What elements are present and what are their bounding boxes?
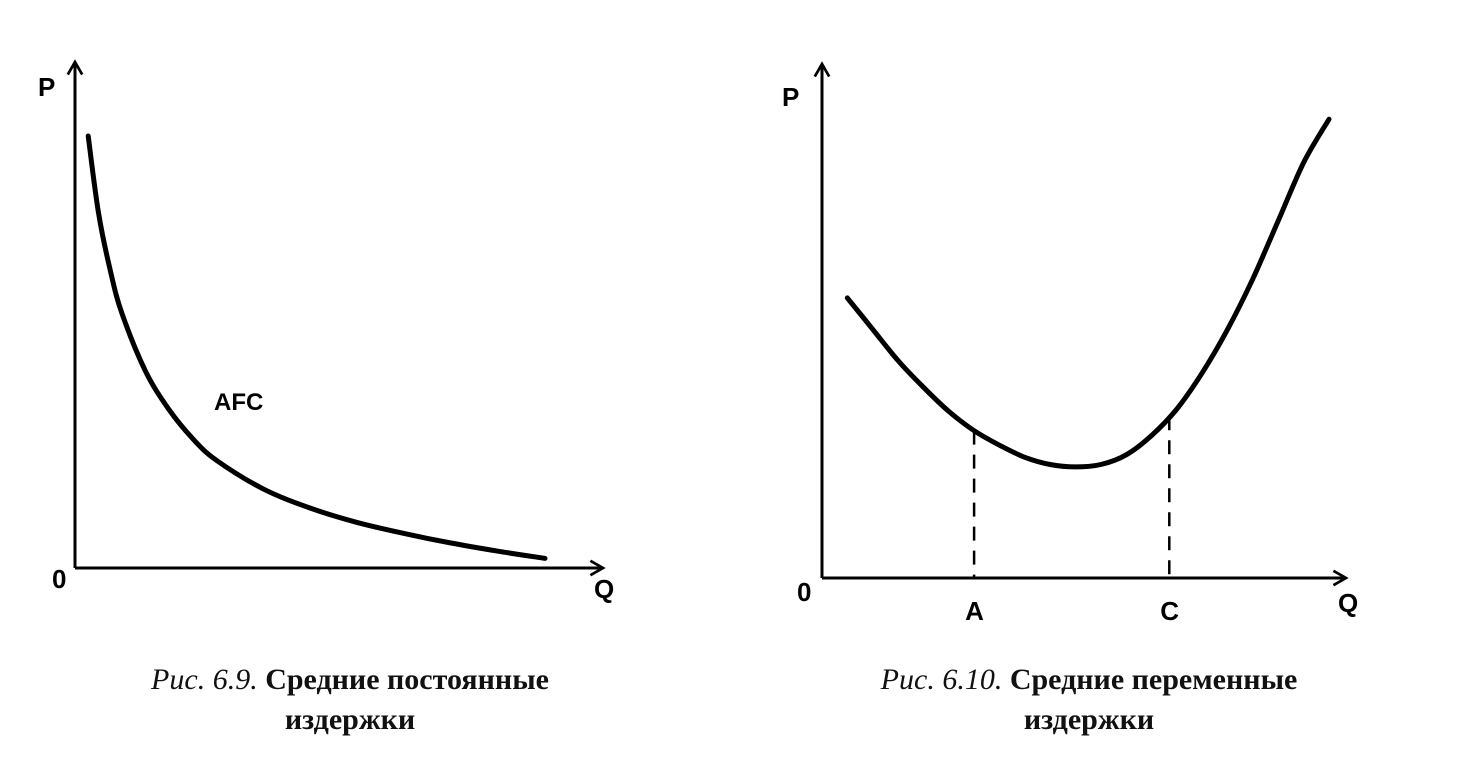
caption-lead: Рис. 6.10. (880, 663, 1003, 696)
afc-chart: P Q 0 AFC (38, 59, 614, 604)
y-axis-label: P (782, 82, 799, 112)
caption-line1: Средние постоянные (265, 663, 549, 696)
x-axis-label: Q (1338, 588, 1358, 618)
caption-lead: Рис. 6.9. (151, 663, 258, 696)
caption-line2: издержки (1023, 703, 1155, 736)
afc-curve-label: AFC (214, 389, 263, 416)
origin-label: 0 (52, 564, 66, 594)
afc-curve (85, 133, 548, 561)
caption-fig-6-10: Рис. 6.10. Средние переменные издержки (779, 660, 1399, 740)
caption-line1: Средние переменные (1009, 663, 1298, 696)
caption-line2: издержки (284, 703, 416, 736)
figure-afc: P Q 0 AFC Рис. 6.9. Средние постоянные и… (0, 0, 729, 784)
caption-fig-6-9: Рис. 6.9. Средние постоянные издержки (40, 660, 660, 740)
x-axis-label: Q (594, 574, 614, 604)
y-axis-label: P (38, 72, 55, 102)
marker-label-a: A (965, 596, 984, 626)
marker-label-c: C (1160, 596, 1179, 626)
avc-curve (844, 116, 1332, 470)
origin-label: 0 (797, 577, 811, 607)
